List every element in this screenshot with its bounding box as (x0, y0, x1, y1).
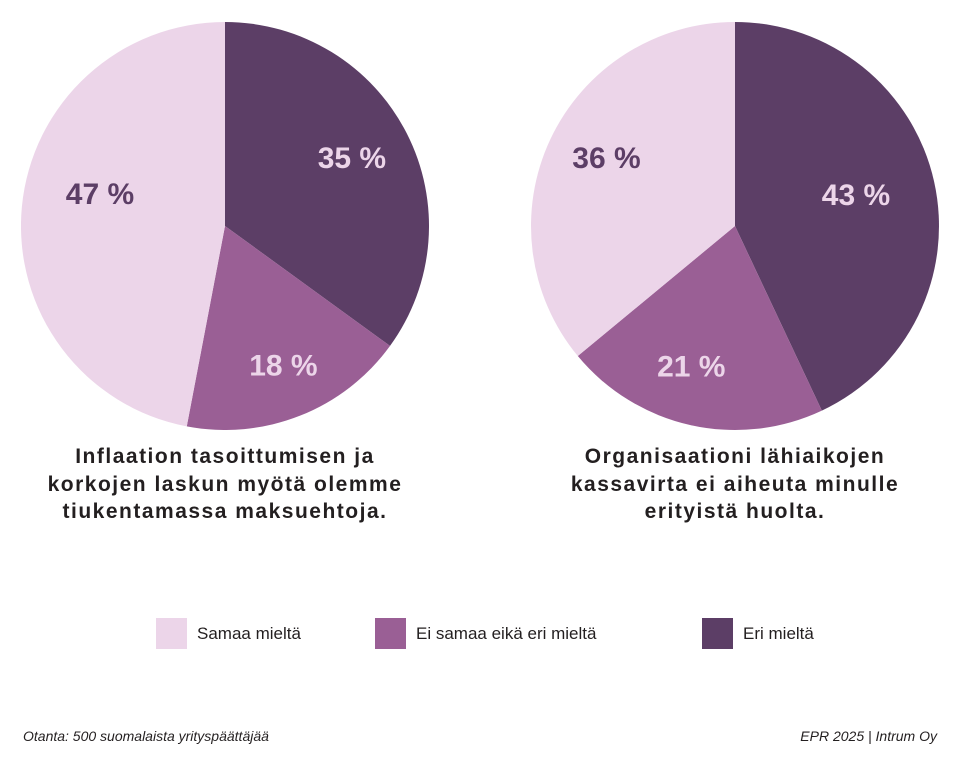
svg-text:21 %: 21 % (657, 351, 725, 384)
svg-text:47 %: 47 % (66, 178, 134, 211)
svg-text:35 %: 35 % (318, 142, 386, 175)
svg-text:36 %: 36 % (572, 142, 640, 175)
svg-text:43 %: 43 % (822, 179, 890, 212)
svg-text:18 %: 18 % (249, 349, 317, 382)
